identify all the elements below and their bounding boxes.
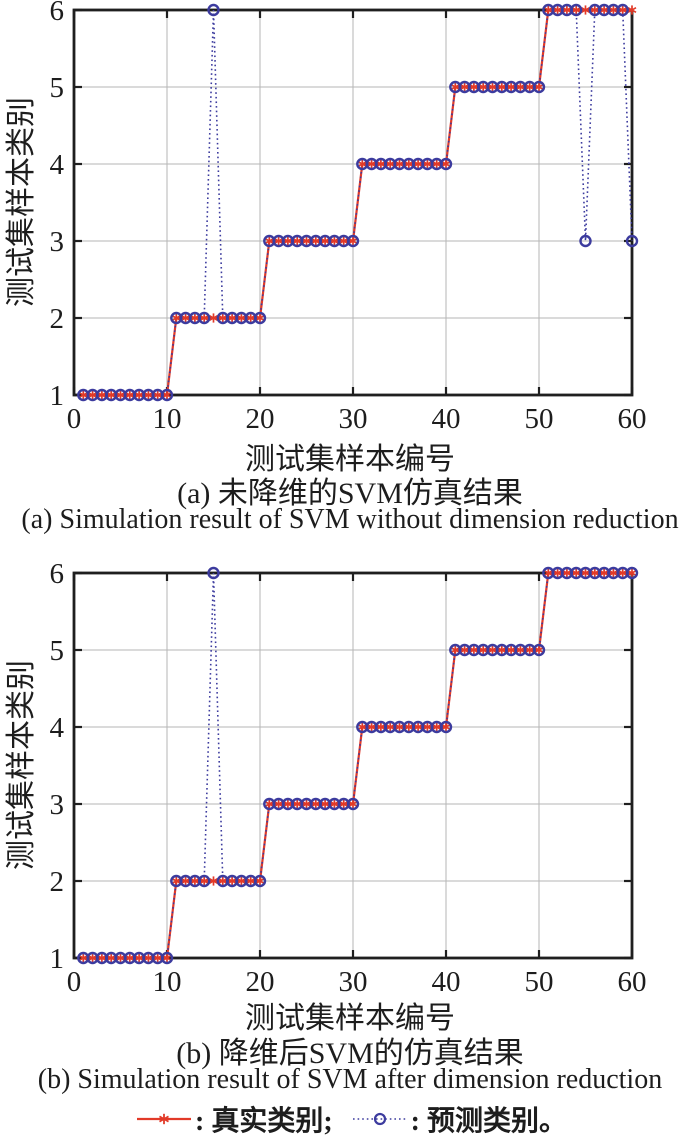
svg-text:5: 5 (50, 72, 65, 104)
svg-text:0: 0 (67, 403, 82, 435)
svg-text:5: 5 (50, 635, 65, 667)
svg-text:50: 50 (525, 403, 554, 435)
svg-text:6: 6 (50, 563, 65, 590)
svg-text:50: 50 (525, 966, 554, 998)
svg-text:2: 2 (50, 303, 65, 335)
chart-b-caption-zh: (b) 降维后SVM的仿真结果 (176, 1037, 524, 1070)
svg-text:6: 6 (50, 0, 65, 27)
svg-text:3: 3 (50, 789, 65, 821)
legend-pred-label: : 预测类别。 (410, 1106, 567, 1137)
svg-text:60: 60 (618, 403, 647, 435)
chart-a-caption-zh: (a) 未降维的SVM仿真结果 (177, 477, 523, 510)
chart-a-xlabel: 测试集样本编号 (245, 443, 455, 476)
chart-b-caption-en: (b) Simulation result of SVM after dimen… (37, 1064, 663, 1095)
svg-text:3: 3 (50, 226, 65, 258)
svg-text:4: 4 (50, 149, 65, 181)
svg-text:20: 20 (246, 966, 275, 998)
chart-b-ylabel: 测试集样本类别 (5, 660, 38, 870)
chart-b-xlabel: 测试集样本编号 (245, 1002, 455, 1035)
svg-text:30: 30 (339, 403, 368, 435)
svg-text:1: 1 (50, 380, 65, 412)
svg-text:0: 0 (67, 966, 82, 998)
svg-text:30: 30 (339, 966, 368, 998)
svg-text:10: 10 (153, 403, 182, 435)
true-series-line-asterisk-swatch (137, 1113, 191, 1125)
chart-a-ylabel: 测试集样本类别 (5, 97, 38, 307)
legend-true-label: : 真实类别; (195, 1106, 333, 1137)
svg-text:1: 1 (50, 943, 65, 975)
pred-series-dotted-circle-swatch (352, 1112, 407, 1126)
svg-text:60: 60 (618, 966, 647, 998)
chart-a-caption-en: (a) Simulation result of SVM without dim… (21, 504, 679, 535)
svg-text:4: 4 (50, 712, 65, 744)
chart-b-plot: 0 10 20 30 40 50 60 1 2 3 4 5 6 (50, 563, 647, 998)
chart-a-plot: 0 10 20 30 40 50 60 1 2 3 4 5 6 (50, 0, 647, 435)
svg-text:2: 2 (50, 866, 65, 898)
legend: : 真实类别; : 预测类别。 (0, 1102, 700, 1137)
svg-text:10: 10 (153, 966, 182, 998)
svg-text:40: 40 (432, 966, 461, 998)
svg-text:20: 20 (246, 403, 275, 435)
svg-text:40: 40 (432, 403, 461, 435)
